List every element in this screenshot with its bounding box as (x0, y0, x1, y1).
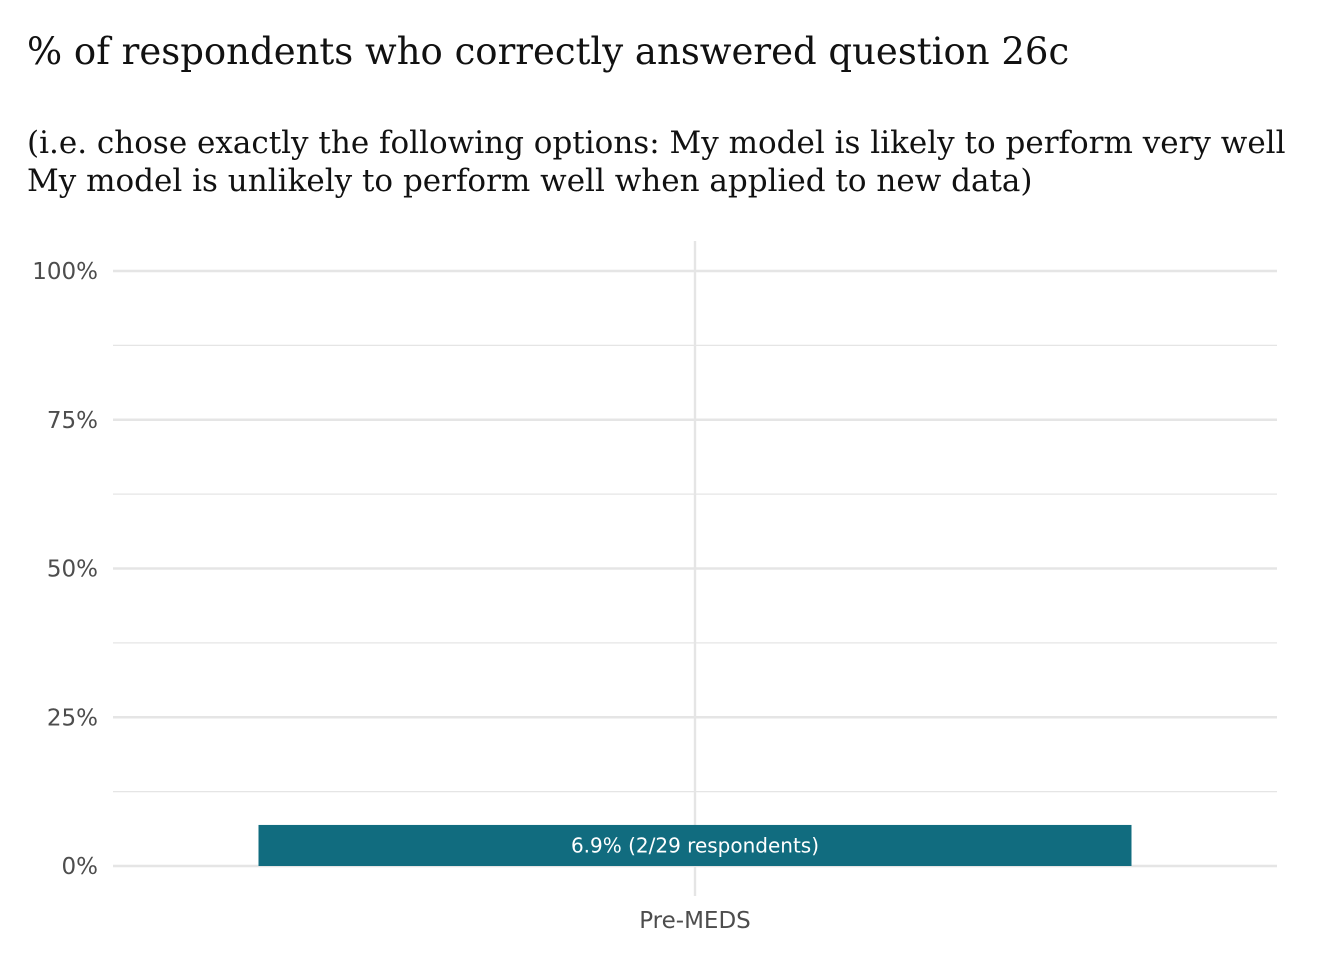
chart-subtitle: (i.e. chose exactly the following option… (27, 124, 1286, 200)
y-tick-label: 100% (32, 259, 98, 285)
chart-title: % of respondents who correctly answered … (27, 30, 1070, 73)
x-tick-label: Pre-MEDS (639, 908, 751, 934)
y-tick-label: 75% (47, 408, 98, 434)
bar-data-label: 6.9% (2/29 respondents) (571, 833, 819, 857)
y-tick-label: 0% (62, 854, 99, 880)
chart-subtitle-line-2: My model is unlikely to perform well whe… (27, 163, 1033, 199)
chart-subtitle-line-1: (i.e. chose exactly the following option… (27, 125, 1286, 161)
bar (258, 824, 1132, 866)
header: % of respondents who correctly answered … (0, 0, 1344, 220)
y-tick-label: 25% (47, 705, 98, 731)
y-tick-label: 50% (47, 557, 98, 583)
